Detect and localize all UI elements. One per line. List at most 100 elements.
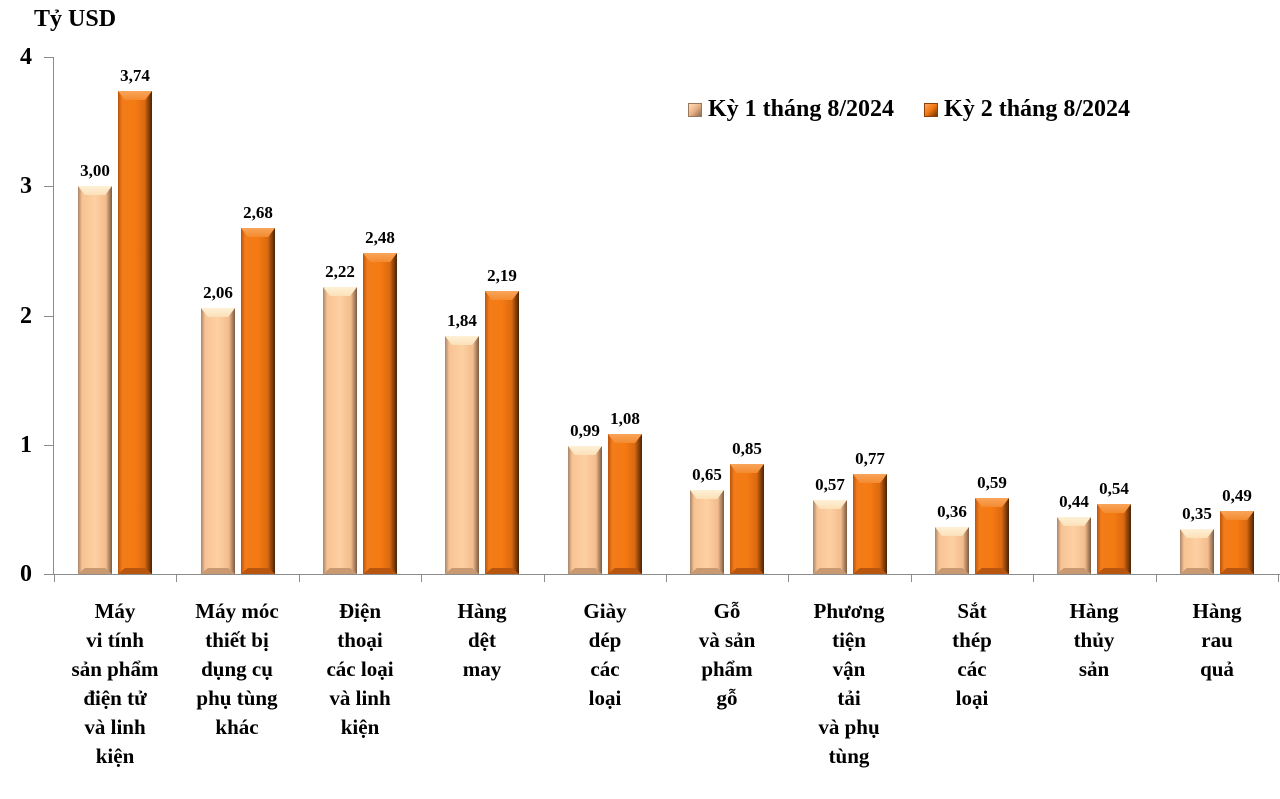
data-label: 0,54 xyxy=(1099,479,1129,498)
legend: Kỳ 1 tháng 8/2024 Kỳ 2 tháng 8/2024 xyxy=(688,96,1160,123)
bar-bevel-top xyxy=(323,287,357,296)
bar-bevel-top xyxy=(935,527,969,536)
bar-bevel-bottom xyxy=(118,568,152,574)
bar-bevel-top xyxy=(1057,517,1091,526)
category-label: Hàng rau quả xyxy=(1192,599,1242,681)
bar-ky-1 xyxy=(935,527,969,574)
bar-bevel-bottom xyxy=(485,568,519,574)
bar-ky-2 xyxy=(853,474,887,574)
bar-ky-1 xyxy=(813,500,847,574)
category-label: Hàng dệt may xyxy=(457,599,507,681)
bar-bevel-top xyxy=(608,434,642,443)
x-tick-mark xyxy=(176,574,177,582)
data-label: 0,35 xyxy=(1182,504,1212,523)
data-label: 0,77 xyxy=(855,449,885,468)
bar-ky-1 xyxy=(1180,529,1214,574)
legend-label: Kỳ 2 tháng 8/2024 xyxy=(944,96,1131,122)
data-label: 3,00 xyxy=(80,161,110,180)
bar-ky-2 xyxy=(118,91,152,574)
bar-ky-1 xyxy=(1057,517,1091,574)
x-tick-mark xyxy=(1033,574,1034,582)
y-tick-mark xyxy=(44,315,53,317)
category-label: Sắt thép các loại xyxy=(952,599,992,710)
bar-ky-2 xyxy=(730,464,764,574)
bar-bevel-bottom xyxy=(1057,568,1091,574)
x-tick-mark xyxy=(1278,574,1279,582)
data-label: 1,08 xyxy=(610,409,640,428)
bar-bevel-bottom xyxy=(975,568,1009,574)
x-tick-mark xyxy=(299,574,300,582)
data-label: 0,57 xyxy=(815,475,845,494)
y-tick-label: 4 xyxy=(20,44,32,70)
legend-item-series-1: Kỳ 1 tháng 8/2024 xyxy=(688,96,894,123)
x-tick-mark xyxy=(421,574,422,582)
bar-bevel-bottom xyxy=(363,568,397,574)
data-label: 2,19 xyxy=(487,266,517,285)
bar-ky-1 xyxy=(568,446,602,574)
bar-ky-2 xyxy=(485,291,519,574)
category-label: Máy vi tính sản phẩm điện tử và linh kiệ… xyxy=(71,599,159,768)
y-tick-mark xyxy=(44,186,53,188)
legend-swatch-icon xyxy=(688,102,702,117)
x-tick-mark xyxy=(788,574,789,582)
x-tick-mark xyxy=(54,574,55,582)
bar-bevel-top xyxy=(1097,504,1131,513)
bar-bevel-top xyxy=(690,490,724,499)
x-tick-mark xyxy=(666,574,667,582)
data-label: 0,99 xyxy=(570,421,600,440)
y-tick-label: 2 xyxy=(20,302,32,329)
data-label: 2,68 xyxy=(243,203,273,222)
bar-bevel-top xyxy=(975,498,1009,507)
x-tick-mark xyxy=(544,574,545,582)
bar-ky-1 xyxy=(201,308,235,574)
bar-ky-2 xyxy=(241,228,275,574)
bar-bevel-bottom xyxy=(1097,568,1131,574)
data-label: 0,65 xyxy=(692,465,722,484)
legend-item-series-2: Kỳ 2 tháng 8/2024 xyxy=(924,96,1130,123)
bar-bevel-bottom xyxy=(445,568,479,574)
bar-ky-2 xyxy=(1220,511,1254,574)
y-axis-unit-label: Tỷ USD xyxy=(34,6,117,32)
data-label: 0,49 xyxy=(1222,486,1252,505)
bar-bevel-bottom xyxy=(323,568,357,574)
data-label: 2,06 xyxy=(203,283,233,302)
bar-bevel-top xyxy=(363,253,397,262)
bar-bevel-top xyxy=(485,291,519,300)
bar-bevel-top xyxy=(853,474,887,483)
y-tick-mark xyxy=(44,444,53,446)
bar-bevel-top xyxy=(730,464,764,473)
bar-ky-1 xyxy=(78,186,112,574)
y-tick-label: 1 xyxy=(20,431,32,458)
category-label: Gỗ và sản phẩm gỗ xyxy=(698,599,756,710)
legend-swatch-icon xyxy=(924,102,939,117)
bar-ky-2 xyxy=(975,498,1009,574)
data-label: 2,48 xyxy=(365,228,395,247)
data-label: 2,22 xyxy=(325,262,355,281)
y-tick-label: 3 xyxy=(20,173,32,200)
bar-bevel-bottom xyxy=(568,568,602,574)
bar-bevel-top xyxy=(118,91,152,100)
bar-bevel-bottom xyxy=(241,568,275,574)
bar-bevel-bottom xyxy=(935,568,969,574)
bar-bevel-bottom xyxy=(690,568,724,574)
bar-bevel-bottom xyxy=(853,568,887,574)
y-axis xyxy=(53,57,54,575)
x-tick-mark xyxy=(1156,574,1157,582)
bar-ky-2 xyxy=(1097,504,1131,574)
bar-bevel-top xyxy=(201,308,235,317)
legend-label: Kỳ 1 tháng 8/2024 xyxy=(708,96,895,122)
category-label: Hàng thủy sản xyxy=(1069,599,1119,681)
data-label: 0,59 xyxy=(977,473,1007,492)
bar-bevel-bottom xyxy=(1180,568,1214,574)
category-label: Phương tiện vận tải và phụ tùng xyxy=(813,599,885,768)
bar-bevel-top xyxy=(445,336,479,345)
bar-bevel-top xyxy=(78,186,112,195)
data-label: 1,84 xyxy=(447,311,477,330)
bar-bevel-bottom xyxy=(813,568,847,574)
bar-bevel-bottom xyxy=(730,568,764,574)
bar-bevel-top xyxy=(1180,529,1214,538)
data-label: 0,36 xyxy=(937,502,967,521)
x-tick-mark xyxy=(911,574,912,582)
bar-bevel-bottom xyxy=(78,568,112,574)
data-label: 0,85 xyxy=(732,439,762,458)
